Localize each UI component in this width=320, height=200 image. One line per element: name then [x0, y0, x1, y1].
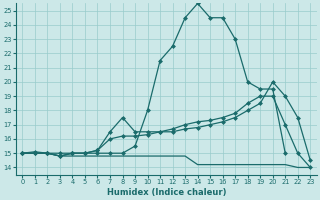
X-axis label: Humidex (Indice chaleur): Humidex (Indice chaleur): [107, 188, 226, 197]
